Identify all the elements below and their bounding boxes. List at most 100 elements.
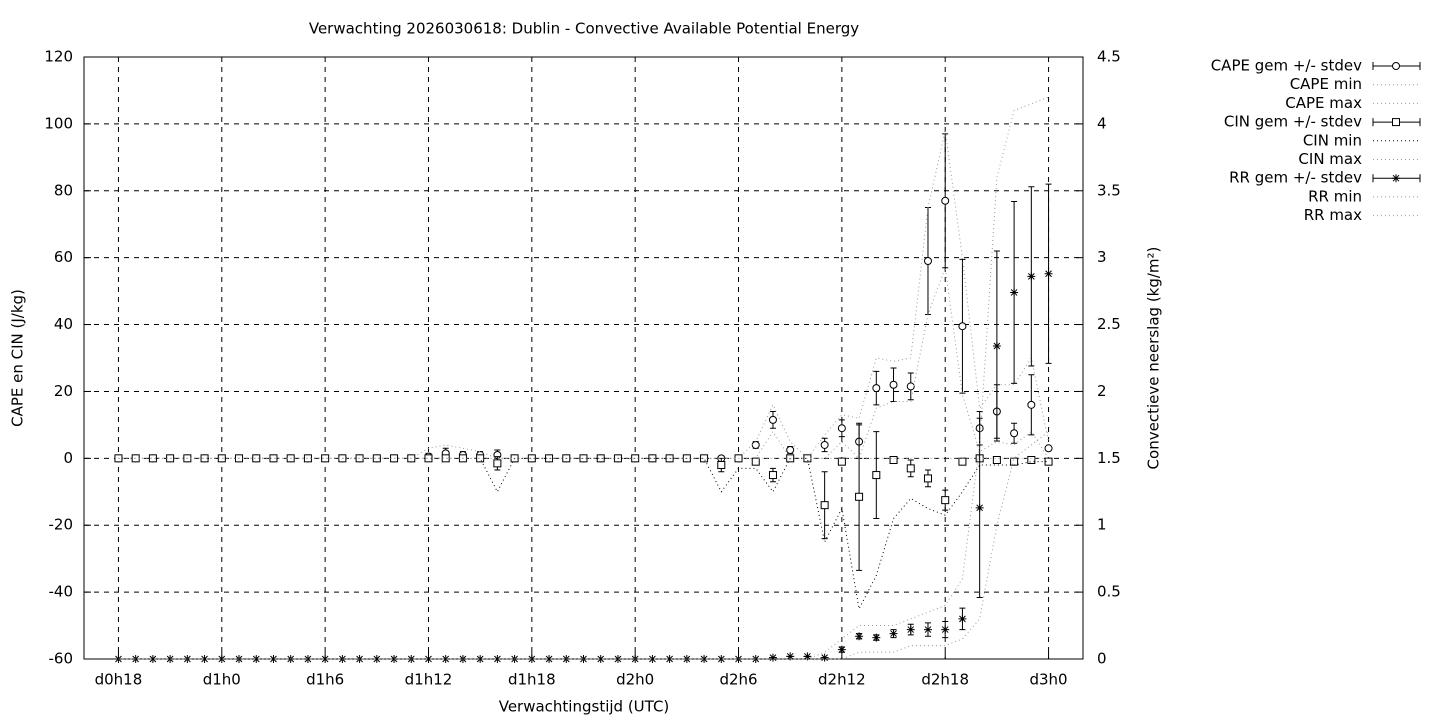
legend-label: RR gem +/- stdev [1229,169,1362,187]
point [372,454,381,463]
point [1392,62,1400,70]
point [768,653,777,662]
point [648,655,657,663]
point [476,655,485,663]
point [390,454,399,463]
range-line [118,130,1050,460]
point [906,625,915,634]
range-line [118,96,1049,660]
point [751,655,760,663]
point [1044,269,1053,278]
point [803,652,812,661]
point [786,445,795,454]
range-line [118,457,1049,611]
x-tick-label: d2h0 [616,671,654,689]
point [545,454,554,463]
range-line [118,431,1049,660]
legend-label: RR min [1308,187,1362,205]
legend-label: CAPE max [1285,94,1362,112]
point [906,382,915,391]
point [596,655,605,663]
point [1027,272,1036,281]
point [1392,174,1400,183]
point [992,456,1001,465]
point [975,503,984,512]
point [837,424,846,433]
point [889,380,898,389]
point [1027,456,1036,465]
point [441,655,450,663]
point [700,655,709,663]
point [820,501,829,510]
point [1010,288,1019,297]
y-axis-label: CAPE en CIN (J/kg) [9,289,27,427]
point [751,457,760,466]
point [372,655,381,663]
legend-marker [1392,62,1400,70]
point [889,456,898,465]
point [252,454,261,463]
x-tick-label: d3h0 [1029,671,1067,689]
y2-tick-label: 4 [1097,114,1107,132]
chart-title: Verwachting 2026030618: Dublin - Convect… [309,20,859,38]
point [820,653,829,662]
point [148,454,157,463]
point [1392,118,1400,127]
point [665,655,674,663]
point [355,655,364,663]
point [217,454,226,463]
point [424,655,433,663]
x-tick-label: d2h18 [921,671,969,689]
point [923,257,932,266]
point [217,655,226,663]
legend-label: CAPE gem +/- stdev [1211,57,1362,75]
point [923,625,932,634]
point [303,655,312,663]
y2-tick-label: 0.5 [1097,583,1121,601]
y-tick-label: 80 [54,181,73,199]
legend-label: RR max [1304,206,1362,224]
point [166,655,175,663]
plot-border [83,56,1084,660]
point [941,496,950,505]
x-tick-label: d2h6 [719,671,757,689]
legend-label: CIN min [1303,131,1362,149]
y-tick-label: -60 [49,650,74,668]
y2-axis-label: Convectieve neerslag (kg/m²) [1145,247,1163,470]
point [527,655,536,663]
point [872,384,881,393]
y2-tick-label: 1 [1097,516,1107,534]
x-axis-label: Verwachtingstijd (UTC) [499,698,670,716]
point [338,454,347,463]
point [992,341,1001,350]
y-tick-label: 20 [54,382,73,400]
point [786,454,795,463]
point [855,632,864,641]
point [958,457,967,466]
y2-tick-label: 3.5 [1097,181,1121,199]
point [958,614,967,623]
x-tick-label: d1h0 [203,671,241,689]
legend-label: CIN gem +/- stdev [1224,113,1362,131]
point [872,471,881,480]
point [148,655,157,663]
y-tick-label: 120 [44,48,73,66]
point [941,196,950,205]
point [114,655,123,663]
point [166,454,175,463]
legend-label: CIN max [1298,150,1362,168]
y2-tick-label: 3 [1097,248,1107,266]
y2-tick-label: 1.5 [1097,449,1121,467]
point [252,655,261,663]
point [1044,444,1053,453]
point [200,655,209,663]
point [424,454,433,463]
x-tick-label: d1h18 [508,671,556,689]
legend-marker [1392,118,1400,127]
point [1044,457,1053,466]
point [321,454,330,463]
point [837,457,846,466]
point [131,454,140,463]
point [751,440,760,449]
x-tick-label: d0h18 [95,671,143,689]
